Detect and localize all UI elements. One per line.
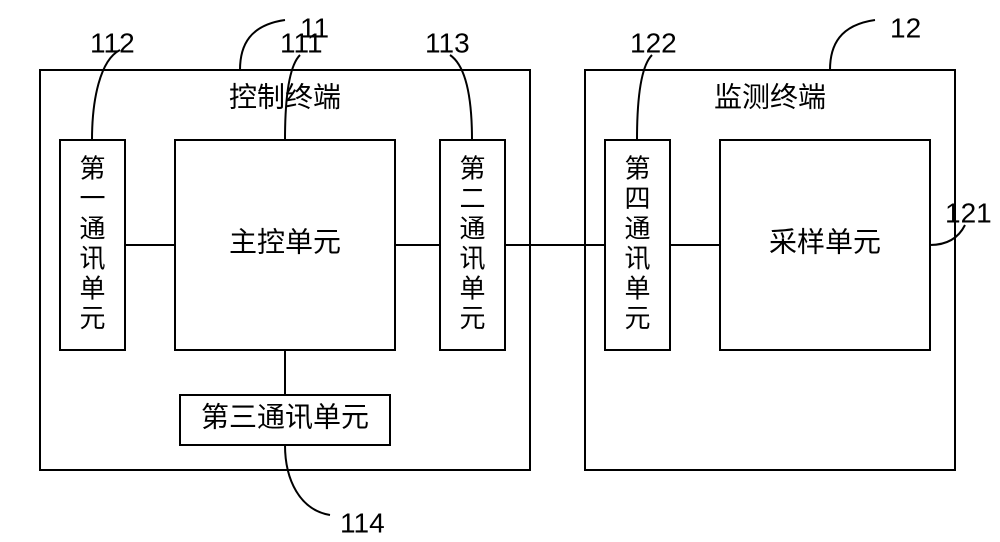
sampling-label: 采样单元 [769, 226, 881, 258]
svg-text:元: 元 [459, 304, 485, 333]
svg-text:第: 第 [459, 155, 485, 184]
refnum-114: 114 [340, 507, 385, 538]
refnum-122: 122 [630, 27, 677, 58]
refnum-121: 121 [945, 197, 992, 228]
refnum-111: 111 [280, 27, 323, 58]
svg-text:讯: 讯 [624, 244, 650, 273]
svg-text:通: 通 [79, 215, 105, 244]
svg-text:讯: 讯 [459, 244, 485, 273]
svg-text:通: 通 [624, 215, 650, 244]
svg-text:第: 第 [79, 155, 105, 184]
svg-text:单: 单 [459, 274, 485, 303]
second_comm-label: 第二通讯单元 [459, 155, 485, 334]
main_control-label: 主控单元 [229, 226, 341, 258]
leader-12 [830, 20, 875, 70]
leader-11 [240, 20, 285, 70]
svg-text:单: 单 [79, 274, 105, 303]
svg-text:元: 元 [79, 304, 105, 333]
refnum-112: 112 [90, 27, 135, 58]
third_comm-label: 第三通讯单元 [201, 401, 369, 433]
svg-text:元: 元 [624, 304, 650, 333]
svg-text:通: 通 [459, 215, 485, 244]
svg-text:讯: 讯 [79, 244, 105, 273]
svg-text:四: 四 [624, 185, 650, 214]
svg-text:二: 二 [459, 185, 485, 214]
diagram-canvas: 控制终端监测终端主控单元第一通讯单元第二通讯单元第三通讯单元第四通讯单元采样单元… [0, 0, 1000, 542]
refnum-12: 12 [890, 12, 921, 43]
svg-text:单: 单 [624, 274, 650, 303]
first_comm-label: 第一通讯单元 [79, 155, 105, 334]
fourth_comm-label: 第四通讯单元 [624, 155, 650, 334]
svg-text:第: 第 [624, 155, 650, 184]
refnum-113: 113 [425, 27, 470, 58]
monitor-terminal-title: 监测终端 [714, 81, 826, 113]
svg-text:一: 一 [79, 185, 105, 214]
